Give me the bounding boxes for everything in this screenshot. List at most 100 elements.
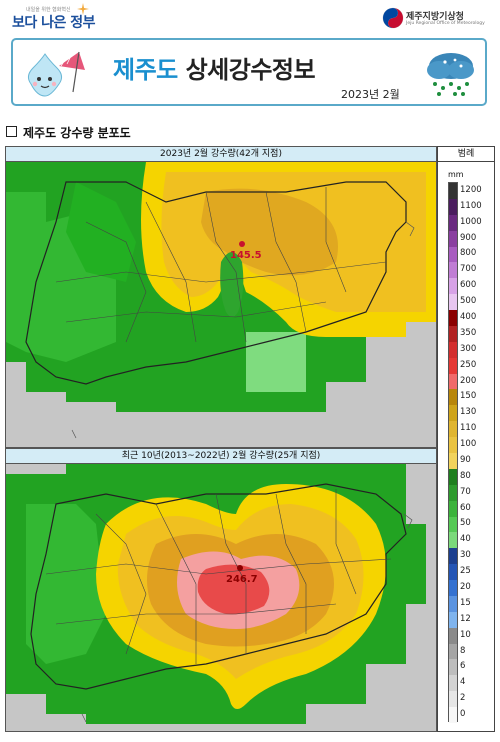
legend-label: 6 <box>460 661 466 672</box>
legend-swatch <box>449 421 457 438</box>
legend-swatch <box>449 691 457 708</box>
legend-swatch <box>449 468 457 486</box>
legend-swatch <box>449 707 457 724</box>
agency-name: 제주지방기상청 <box>406 12 464 22</box>
legend-swatch <box>449 341 457 359</box>
legend-label: 4 <box>460 677 466 688</box>
legend-unit: mm <box>448 170 464 179</box>
legend-label: 700 <box>460 264 477 275</box>
government-logo: 내일을 위한 협화혁신 보다 나은 정부 <box>6 2 116 38</box>
legend-swatch <box>449 627 457 645</box>
legend-swatch <box>449 373 457 390</box>
legend-label: 40 <box>460 534 471 545</box>
government-logo-sparkle-icon <box>77 3 89 15</box>
legend-swatch <box>449 294 457 311</box>
legend-label: 400 <box>460 312 477 322</box>
map-normal-light-green <box>26 504 106 664</box>
legend-label: 0 <box>460 709 466 720</box>
legend-label: 150 <box>460 391 477 402</box>
legend-swatch <box>449 484 457 502</box>
legend-label: 90 <box>460 454 471 465</box>
title-banner: 제주도 상세강수정보 2023년 2월 <box>11 38 487 106</box>
legend-label: 12 <box>460 613 471 624</box>
legend-label: 25 <box>460 566 471 577</box>
legend-swatch <box>449 437 457 454</box>
legend-swatch <box>449 595 457 613</box>
legend-label: 15 <box>460 597 471 608</box>
map-current: 145.5 <box>5 161 437 448</box>
legend-swatch <box>449 453 457 470</box>
government-logo-text: 보다 나은 정부 <box>12 15 96 31</box>
map-current-pale-green <box>246 332 306 392</box>
legend-label: 110 <box>460 423 477 434</box>
page-title: 제주도 상세강수정보 <box>113 50 316 85</box>
legend-swatch <box>449 564 457 581</box>
map-normal-station-value: 246.7 <box>226 574 258 585</box>
map-normal-island-outline <box>30 483 407 690</box>
legend-label: 300 <box>460 343 477 354</box>
legend-label: 600 <box>460 280 477 291</box>
section-title: 제주도 강수량 분포도 <box>6 124 131 141</box>
legend-swatch <box>449 357 457 375</box>
map-current-green-spike <box>220 252 244 317</box>
checkbox-bullet-icon <box>6 126 17 137</box>
agency-logo: 제주지방기상청 Jeju Regional Office of Meteorol… <box>380 4 492 34</box>
legend-swatch <box>449 262 457 279</box>
report-date: 2023년 2월 <box>341 88 400 101</box>
legend-label: 10 <box>460 629 471 640</box>
map-current-district-lines <box>55 187 387 343</box>
legend-label: 30 <box>460 550 471 561</box>
legend-label: 1200 <box>460 184 482 195</box>
legend-label: 500 <box>460 296 477 307</box>
legend-label: 130 <box>460 407 477 418</box>
legend-label: 80 <box>460 470 471 481</box>
map-normal-station-marker <box>237 565 243 571</box>
map-current-station-value: 145.5 <box>230 250 262 261</box>
legend-label: 2 <box>460 693 466 704</box>
legend-swatch <box>449 310 457 327</box>
legend-swatch <box>449 675 457 692</box>
legend-swatch <box>449 516 457 533</box>
legend-label: 250 <box>460 359 477 370</box>
legend-label: 900 <box>460 232 477 243</box>
legend-swatch <box>449 659 457 676</box>
legend-swatch <box>449 611 457 629</box>
legend-swatch <box>449 246 457 263</box>
legend-swatch <box>449 405 457 422</box>
legend-labels: 1200 1100 1000 900 800 700 600 500 400 350 300 250 2… <box>460 182 494 722</box>
legend-label: 800 <box>460 248 477 259</box>
page-title-rest: 상세강수정보 <box>177 56 316 84</box>
kma-emblem-icon <box>382 7 404 29</box>
government-tagline: 내일을 위한 협화혁신 <box>26 7 71 13</box>
map-normal-header: 최근 10년(2013~2022년) 2월 강수량(25개 지점) <box>5 448 437 464</box>
raindrop-mascot-icon <box>27 51 85 97</box>
map-normal-red-zone <box>197 564 270 615</box>
legend-swatch <box>449 325 457 343</box>
legend-header: 범례 <box>437 146 495 162</box>
legend-swatch <box>449 643 457 660</box>
legend-color-bar <box>448 182 458 724</box>
map-current-mid-green <box>66 182 136 282</box>
section-title-text: 제주도 강수량 분포도 <box>23 126 131 140</box>
agency-name-english: Jeju Regional Office of Meteorology <box>406 21 485 26</box>
legend-label: 70 <box>460 486 471 497</box>
legend-swatch <box>449 580 457 597</box>
legend-label: 60 <box>460 502 471 513</box>
legend-swatch <box>449 230 457 248</box>
legend-label: 8 <box>460 645 466 656</box>
legend-swatch <box>449 278 457 295</box>
legend-label: 50 <box>460 518 471 529</box>
legend-label: 350 <box>460 327 477 338</box>
rain-cloud-icon <box>427 53 474 96</box>
legend-swatch <box>449 548 457 565</box>
legend-label: 20 <box>460 582 471 592</box>
map-normal-district-lines <box>45 489 392 664</box>
legend-label: 1100 <box>460 200 482 211</box>
legend-swatch <box>449 389 457 406</box>
map-normal: 246.7 <box>5 463 437 732</box>
legend: mm 1200 1100 1000 900 800 700 600 500 400 350 300 2… <box>437 161 495 732</box>
page-title-highlight: 제주도 <box>113 56 178 84</box>
map-current-header: 2023년 2월 강수량(42개 지점) <box>5 146 437 162</box>
legend-label: 1000 <box>460 216 482 227</box>
legend-label: 200 <box>460 375 477 386</box>
